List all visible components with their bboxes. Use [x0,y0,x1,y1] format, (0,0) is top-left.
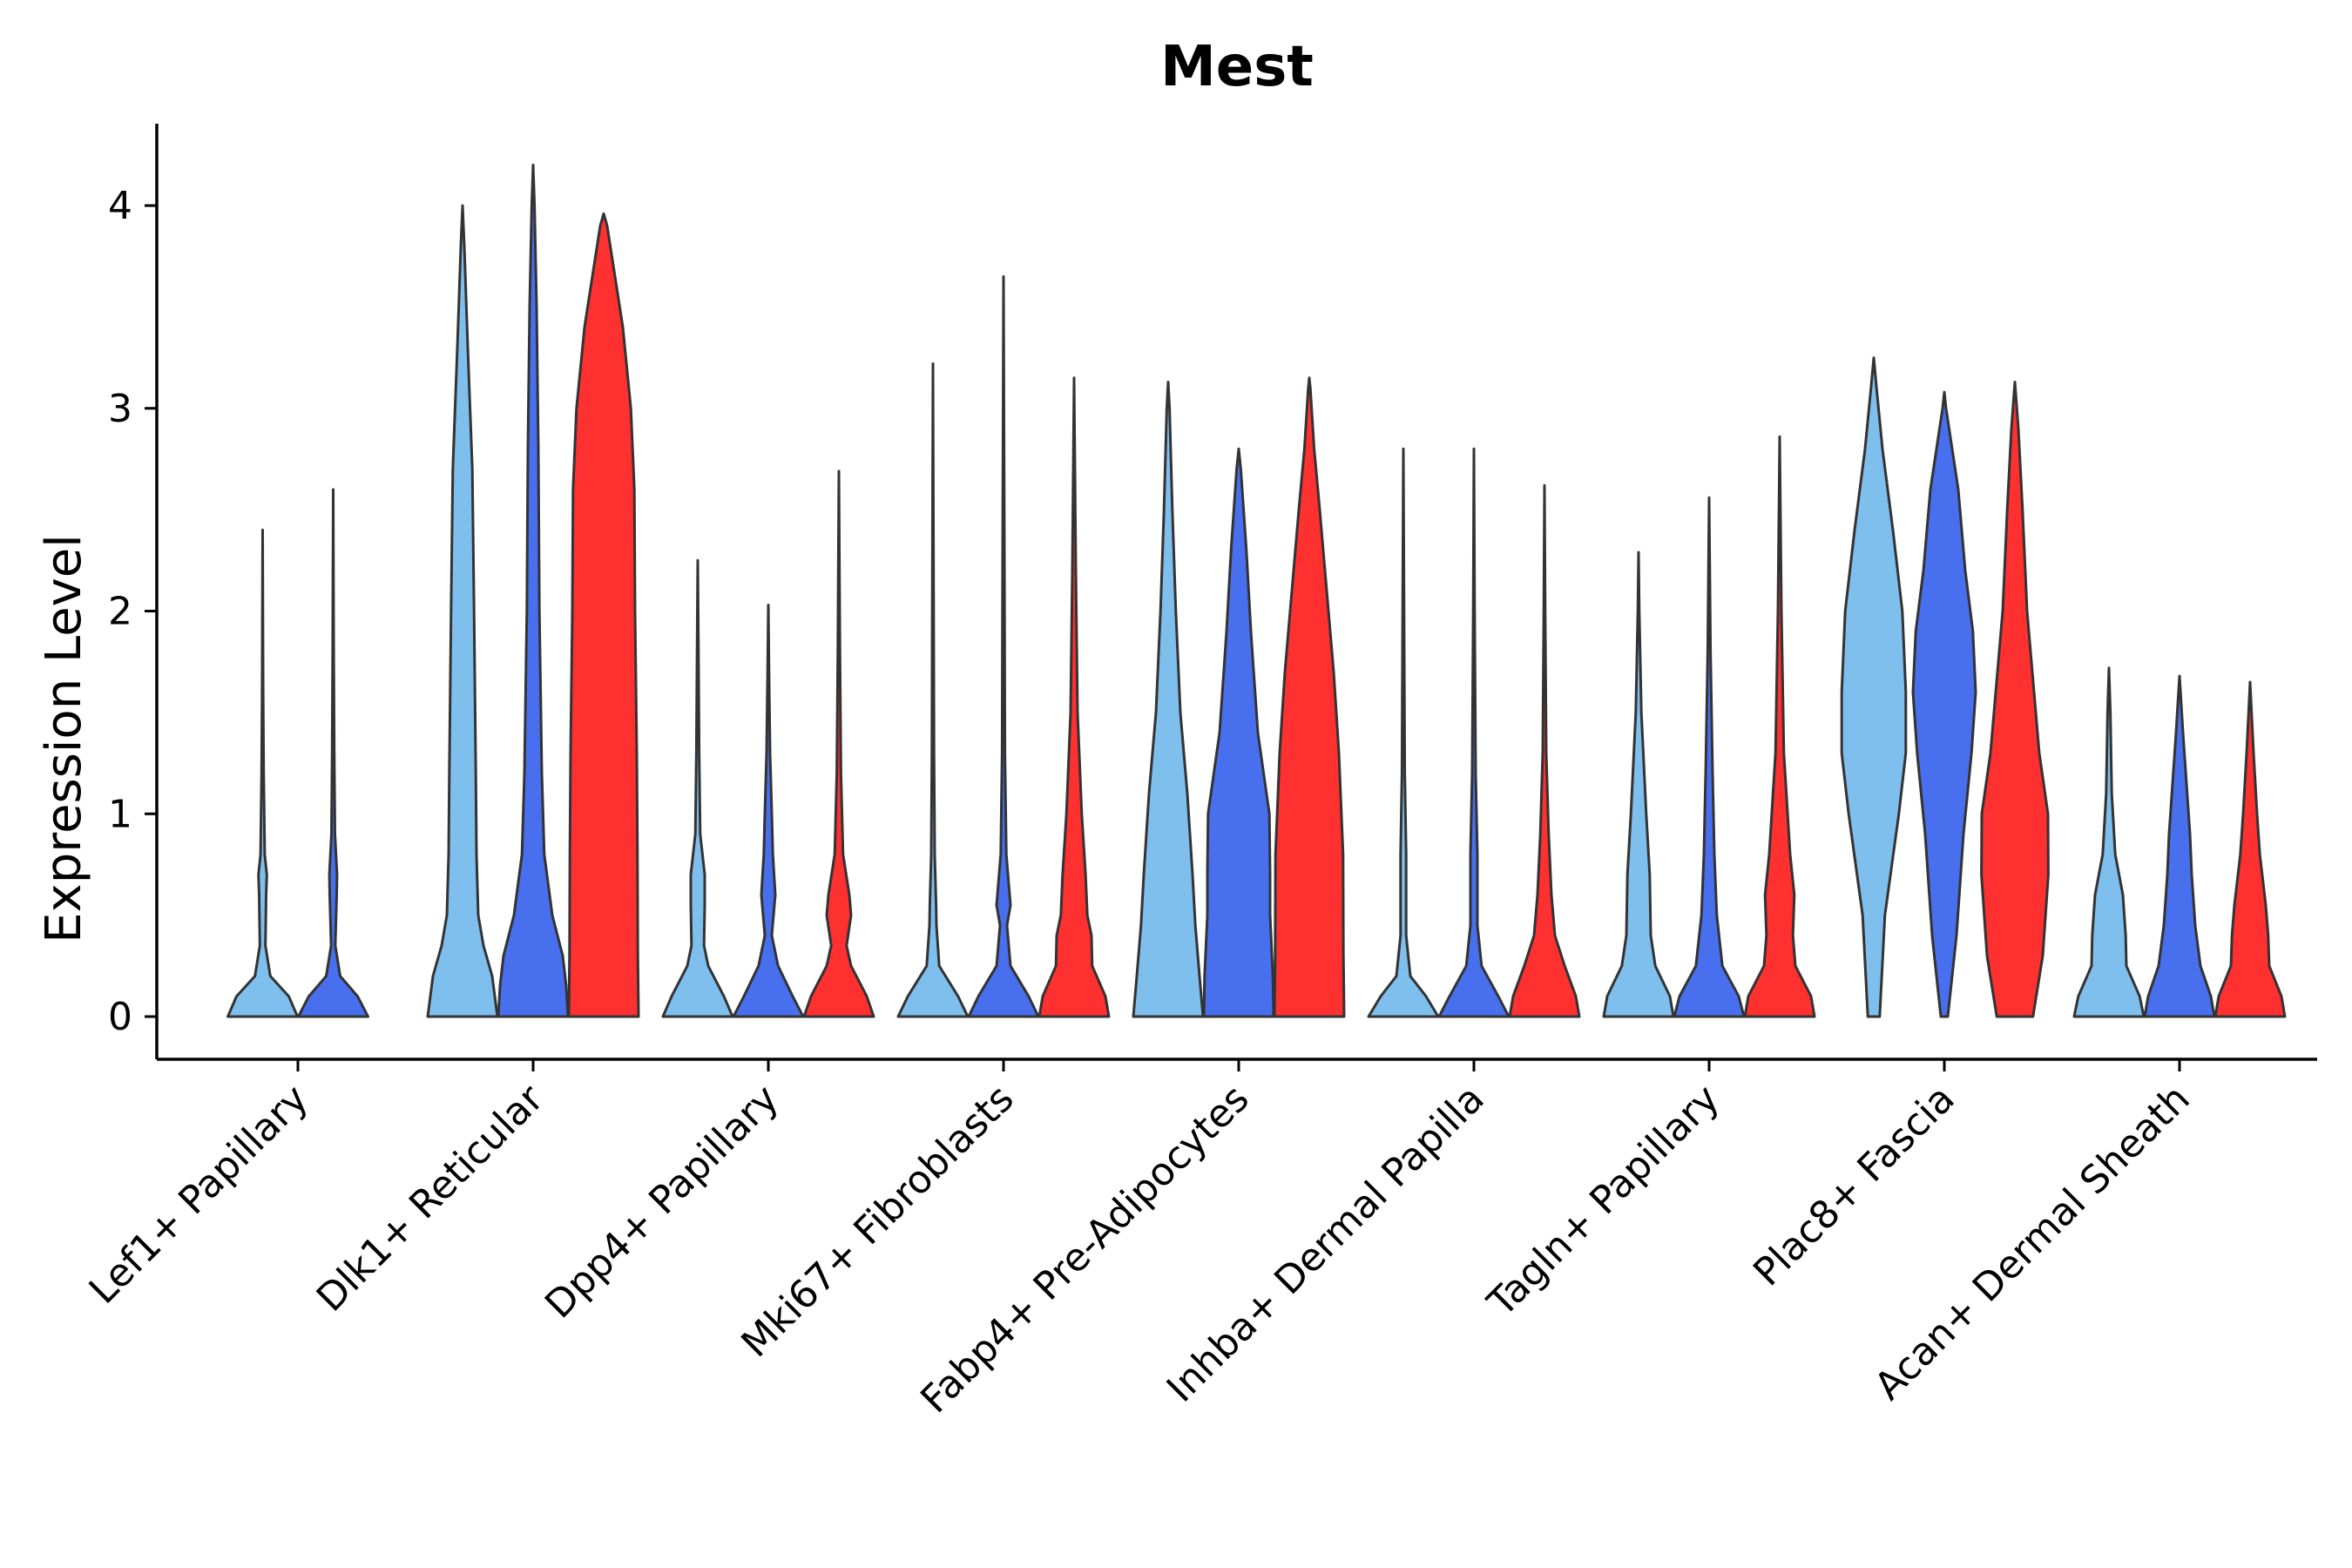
violin-6-0 [1602,551,1675,1018]
violin-4-2 [1273,376,1346,1018]
violin-8-1 [2143,674,2216,1018]
violin-5-2 [1508,483,1581,1018]
violin-3-1 [967,275,1040,1018]
violin-1-2 [567,212,640,1018]
violin-1-1 [497,163,570,1018]
violin-7-1 [1911,390,1977,1018]
y-axis-label: Expression Level [36,534,92,943]
violin-6-1 [1673,496,1746,1018]
y-tick-label-4: 4 [108,184,132,228]
y-tick-label-3: 3 [108,387,132,431]
x-tick-label-0: Lef1+ Papillary [81,1077,317,1313]
violin-0-0 [226,528,299,1018]
violin-2-2 [802,470,875,1018]
x-tick-label-1: Dlk1+ Reticular [308,1076,553,1321]
x-tick-label-2: Dpp4+ Papillary [537,1077,787,1328]
violin-2-1 [732,604,805,1018]
violin-1-0 [426,204,499,1018]
x-tick-label-6: Tagln+ Papillary [1479,1077,1728,1326]
violin-8-0 [2072,666,2146,1018]
violin-6-2 [1743,435,1816,1018]
x-tick-label-7: Plac8+ Fascia [1745,1077,1963,1295]
violin-layer [226,163,2287,1018]
violin-8-2 [2213,680,2287,1018]
violin-4-1 [1202,447,1275,1018]
violin-3-2 [1037,376,1111,1018]
violin-5-0 [1367,447,1440,1018]
violin-4-0 [1132,381,1205,1018]
violin-3-0 [896,362,970,1018]
violin-2-0 [661,558,734,1018]
violin-5-1 [1437,447,1511,1018]
y-tick-label-2: 2 [108,590,132,634]
violin-7-2 [1980,381,2050,1018]
violin-0-1 [297,488,369,1018]
y-tick-label-0: 0 [108,995,132,1039]
y-tick-label-1: 1 [108,792,132,836]
chart-title: Mest [1160,35,1314,99]
violin-7-0 [1840,356,1908,1018]
